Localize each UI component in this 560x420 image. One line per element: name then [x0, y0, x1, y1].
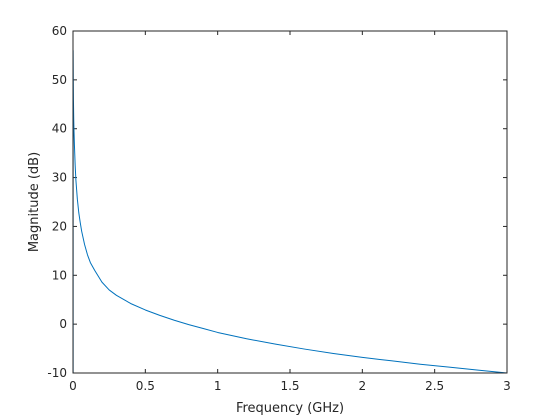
y-tick-label: 20: [52, 219, 67, 233]
x-tick-label: 3: [503, 379, 511, 393]
y-tick-label: 40: [52, 122, 67, 136]
plot-area: [73, 31, 507, 373]
x-tick-label: 1.5: [280, 379, 299, 393]
x-tick-label: 2.5: [425, 379, 444, 393]
x-axis-label: Frequency (GHz): [236, 401, 344, 416]
y-tick-label: 0: [59, 317, 67, 331]
y-tick-label: -10: [47, 366, 67, 380]
series-line: [72, 50, 508, 374]
axes-box: [72, 30, 508, 374]
y-tick-label: 10: [52, 268, 67, 282]
x-tick-label: 1: [214, 379, 222, 393]
x-tick-label: 0.5: [136, 379, 155, 393]
y-tick-label: 50: [52, 73, 67, 87]
x-tick-label: 2: [359, 379, 367, 393]
y-tick-label: 60: [52, 24, 67, 38]
x-tick-label: 0: [69, 379, 77, 393]
y-tick-label: 30: [52, 171, 67, 185]
y-axis-label: Magnitude (dB): [27, 152, 42, 252]
